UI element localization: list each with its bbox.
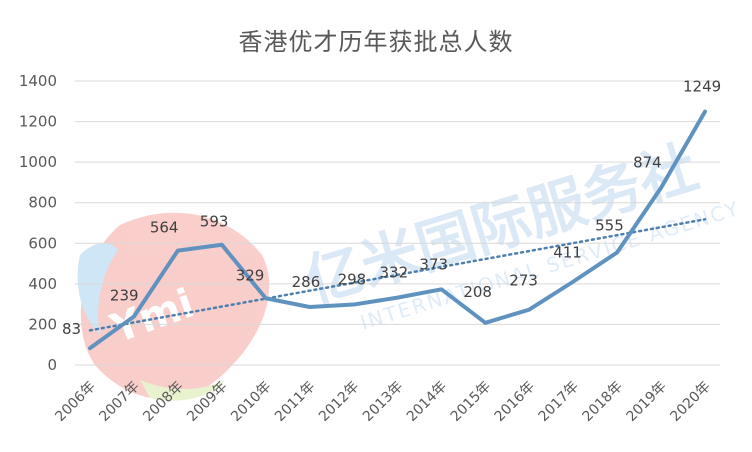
data-label: 564 [150,219,179,237]
y-tick-label: 800 [28,194,57,212]
data-labels: 83 239 564 593 329 286 298 332 373 208 273 411 555 87… [62,78,721,339]
y-axis: 0 200 400 600 800 1000 1200 1400 [19,72,57,374]
x-tick-label: 2019年 [623,379,669,425]
data-label: 329 [236,266,265,284]
x-tick-label: 2011年 [272,379,318,425]
data-label: 373 [419,255,448,273]
series-line [88,109,707,351]
x-tick-label: 2014年 [404,379,450,425]
gridlines [75,80,720,366]
data-label: 332 [380,264,409,282]
trendline [88,218,707,332]
data-label: 1249 [683,78,721,96]
y-tick-label: 400 [28,275,57,293]
x-tick-label: 2012年 [316,379,362,425]
data-label: 273 [509,272,538,290]
x-tick-label: 2006年 [52,379,98,425]
x-tick-label: 2017年 [536,379,582,425]
x-tick-label: 2020年 [667,379,713,425]
x-tick-label: 2016年 [492,379,538,425]
x-tick-label: 2010年 [228,379,274,425]
x-tick-label: 2013年 [360,379,406,425]
y-tick-label: 1200 [19,113,57,131]
data-label: 208 [463,283,492,301]
x-tick-label: 2018年 [580,379,626,425]
watermark-logo: Ymi [77,212,270,401]
data-label: 593 [200,213,229,231]
data-label: 298 [338,271,367,289]
y-tick-label: 1400 [19,72,57,90]
data-label: 83 [62,320,81,338]
y-tick-label: 0 [47,356,57,374]
x-tick-label: 2015年 [448,379,494,425]
data-label: 555 [595,216,624,234]
data-label: 411 [553,244,582,262]
chart-title: 香港优才历年获批总人数 [238,28,514,56]
y-tick-label: 200 [28,315,57,333]
y-tick-label: 1000 [19,153,57,171]
data-label: 286 [292,273,321,291]
data-label: 239 [110,287,139,305]
series-layer [88,109,707,351]
data-label: 874 [633,154,662,172]
y-tick-label: 600 [28,234,57,252]
